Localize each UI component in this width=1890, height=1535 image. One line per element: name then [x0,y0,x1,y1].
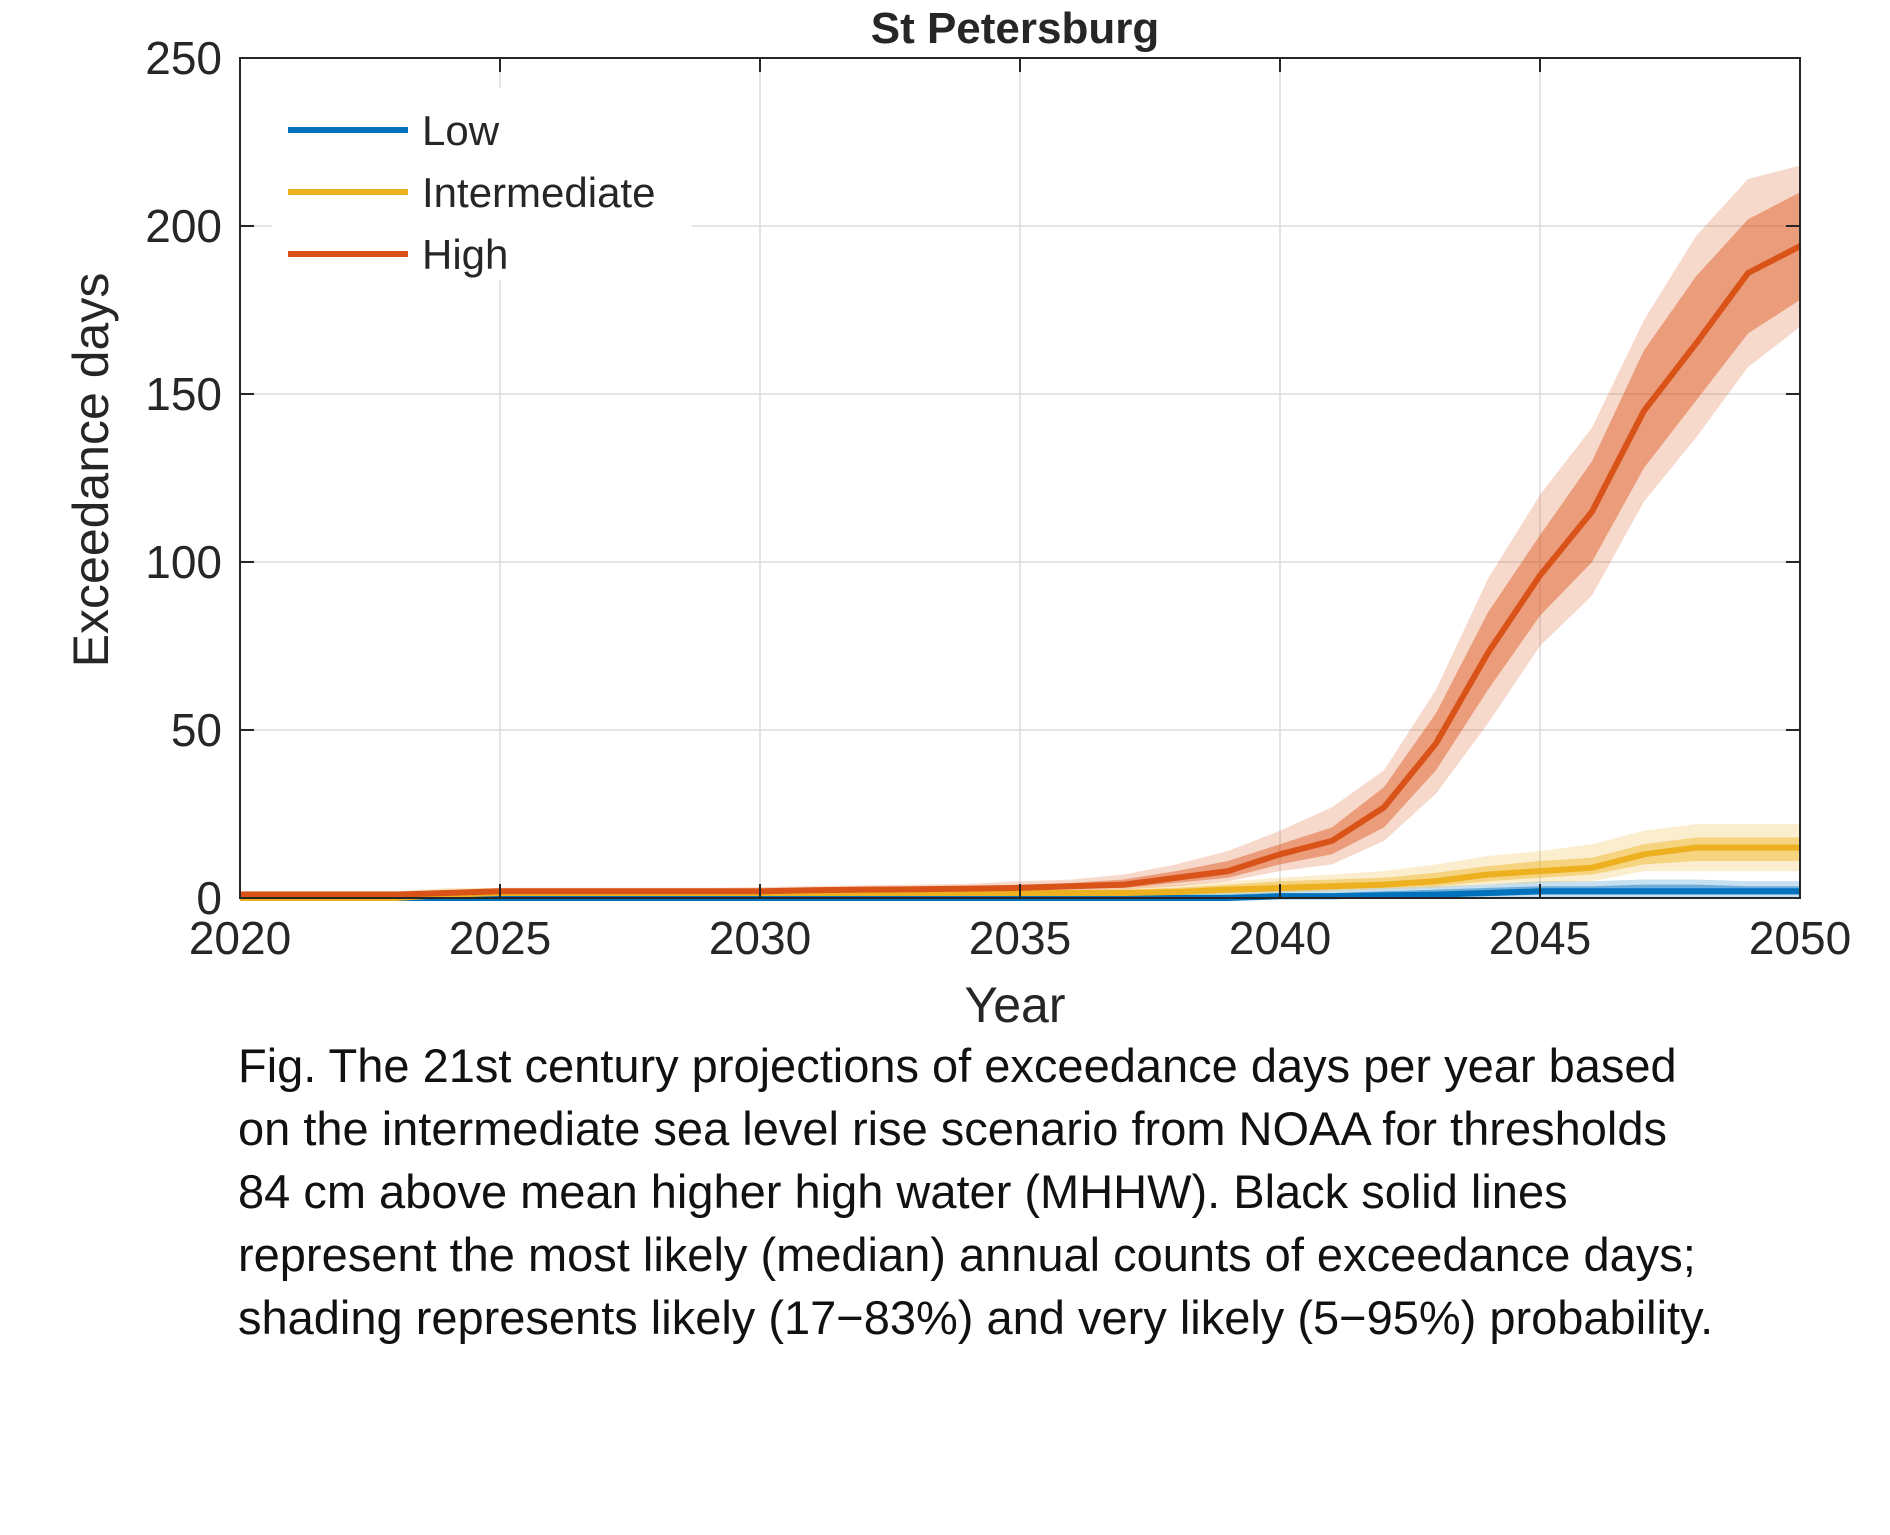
x-tick-label: 2050 [1749,912,1851,964]
y-tick-label: 0 [196,872,222,924]
legend-box [272,88,692,280]
intermediate-very-likely-band [240,824,1800,898]
x-axis-label: Year [964,977,1065,1030]
x-tick-label: 2025 [449,912,551,964]
y-tick-label: 200 [145,200,222,252]
y-tick-label: 50 [171,704,222,756]
y-tick-label: 150 [145,368,222,420]
x-tick-label: 2020 [189,912,291,964]
plot-frame [239,57,1801,899]
legend-label-intermediate: Intermediate [422,169,655,216]
axes: 2020 2025 2030 2035 2040 2045 2050 0 50 100 150 200… [145,32,1851,964]
caption-line: on the intermediate sea level rise scena… [238,1102,1667,1155]
y-tick-label: 250 [145,32,222,84]
x-tick-label: 2030 [709,912,811,964]
caption-line: represent the most likely (median) annua… [238,1228,1696,1281]
legend: Low Intermediate High [272,88,692,280]
y-axis-label: Exceedance days [63,273,119,668]
chart-title: St Petersburg [871,4,1160,53]
legend-label-high: High [422,231,508,278]
chart: 2020 2025 2030 2035 2040 2045 2050 0 50 100 150 200… [63,4,1851,1030]
x-tick-label: 2045 [1489,912,1591,964]
x-tick-label: 2040 [1229,912,1331,964]
caption-line: shading represents likely (17−83%) and v… [238,1291,1714,1344]
legend-label-low: Low [422,107,500,154]
x-tick-label: 2035 [969,912,1071,964]
figure-caption: Fig. The 21st century projections of exc… [238,1034,1878,1349]
y-tick-label: 100 [145,536,222,588]
caption-line: Fig. The 21st century projections of exc… [238,1039,1677,1092]
caption-line: 84 cm above mean higher high water (MHHW… [238,1165,1568,1218]
